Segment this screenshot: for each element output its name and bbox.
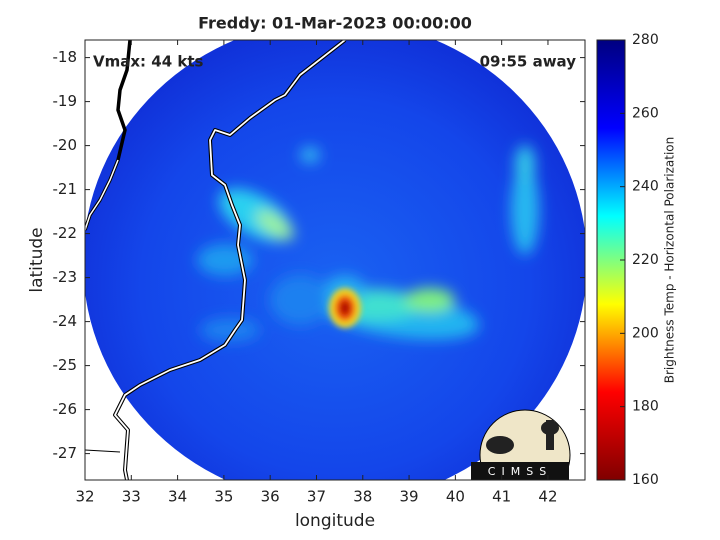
chart-title: Freddy: 01-Mar-2023 00:00:00 xyxy=(198,14,472,33)
y-tick-label: -23 xyxy=(53,268,78,286)
y-tick-label: -18 xyxy=(53,48,78,66)
coastline xyxy=(85,40,347,480)
x-tick-label: 42 xyxy=(538,488,557,506)
y-tick-label: -22 xyxy=(53,224,78,242)
colorbar-tick-label: 220 xyxy=(632,252,659,268)
x-tick-label: 35 xyxy=(214,488,233,506)
logo-text: CIMSS xyxy=(488,465,552,478)
y-tick-label: -20 xyxy=(53,136,78,154)
y-tick-label: -21 xyxy=(53,180,78,198)
colorbar-tick-label: 280 xyxy=(632,32,659,48)
plot-frame xyxy=(84,39,586,481)
colorbar-tick-label: 160 xyxy=(632,472,659,488)
x-tick-label: 32 xyxy=(75,488,94,506)
x-axis-label: longitude xyxy=(295,511,375,531)
colorbar-tick-label: 260 xyxy=(632,105,659,121)
y-tick-label: -27 xyxy=(53,444,78,462)
colorbar-tick-label: 180 xyxy=(632,399,659,415)
x-tick-label: 34 xyxy=(168,488,187,506)
y-tick-label: -26 xyxy=(53,400,78,418)
y-tick-label: -24 xyxy=(53,312,78,330)
x-tick-label: 37 xyxy=(307,488,326,506)
x-tick-label: 38 xyxy=(353,488,372,506)
cimss-logo: CIMSS xyxy=(471,409,571,480)
x-tick-label: 33 xyxy=(122,488,141,506)
y-axis-label: latitude xyxy=(27,227,47,292)
y-tick-label: -19 xyxy=(53,92,78,110)
colorbar-label: Brightness Temp - Horizontal Polarizatio… xyxy=(663,137,677,384)
colorbar-tick-label: 200 xyxy=(632,325,659,341)
annotation: 09:55 away xyxy=(480,53,577,71)
x-tick-label: 36 xyxy=(261,488,280,506)
y-tick-label: -25 xyxy=(53,356,78,374)
x-tick-label: 40 xyxy=(446,488,465,506)
satellite-image: CIMSS xyxy=(85,40,585,480)
colorbar-tick-label: 240 xyxy=(632,179,659,195)
x-tick-label: 39 xyxy=(400,488,419,506)
storm-core xyxy=(329,288,361,328)
x-tick-label: 41 xyxy=(492,488,511,506)
annotation: Vmax: 44 kts xyxy=(93,53,203,71)
